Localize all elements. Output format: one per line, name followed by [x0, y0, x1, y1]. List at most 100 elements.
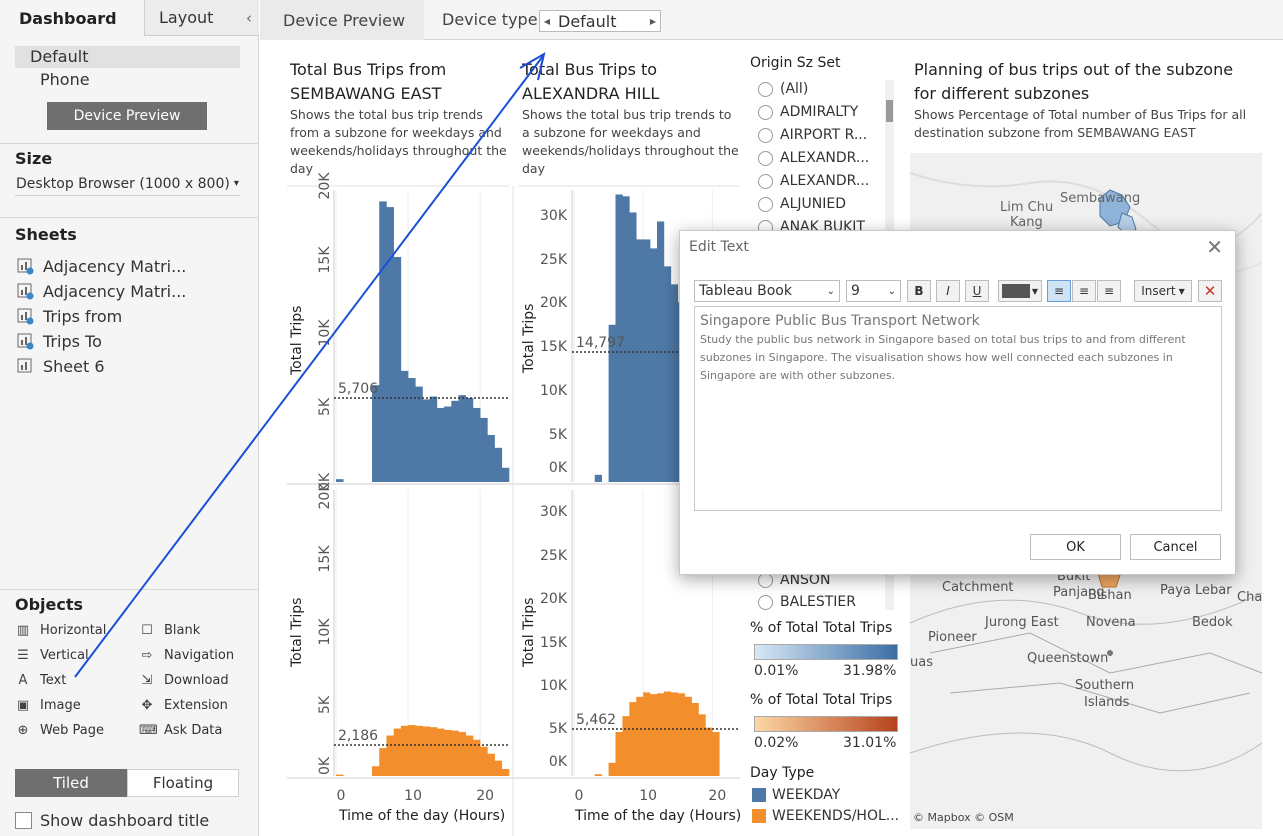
origin-radio-item[interactable]: (All) — [758, 79, 808, 99]
histogram-bar — [422, 726, 431, 776]
align-left-button[interactable]: ≡ — [1047, 280, 1071, 302]
map-attribution[interactable]: © Mapbox © OSM — [913, 811, 1014, 824]
italic-button[interactable]: I — [936, 280, 960, 302]
font-family-select[interactable]: Tableau Book ⌄ — [694, 280, 840, 302]
text-icon: A — [18, 672, 28, 688]
object-label: Extension — [164, 697, 228, 713]
align-center-icon: ≡ — [1078, 284, 1090, 298]
day-type-title: Day Type — [750, 765, 815, 781]
pct-legend-max: 31.98% — [843, 663, 897, 679]
object-extension[interactable]: ✥ Extension — [139, 695, 228, 715]
origin-radio-label: BALESTIER — [780, 594, 856, 610]
worksheet-used-icon — [17, 283, 34, 299]
histogram-bar — [705, 727, 713, 776]
y-tick-label: 5K — [317, 695, 333, 714]
histogram-bar — [712, 732, 720, 776]
map-subtitle-line: Shows Percentage of Total number of Bus … — [914, 107, 1247, 122]
origin-set-title: Origin Sz Set — [750, 55, 841, 71]
object-text[interactable]: A Text — [15, 670, 67, 690]
origin-radio-item[interactable]: BALESTIER — [758, 592, 856, 612]
pct-legend-min: 0.01% — [754, 663, 799, 679]
chevron-right-icon[interactable]: ▶ — [649, 16, 657, 26]
close-icon[interactable]: ✕ — [1206, 235, 1223, 259]
object-web-page[interactable]: ⊕ Web Page — [15, 720, 104, 740]
objects-section-title: Objects — [15, 595, 84, 614]
origin-radio-item[interactable]: AIRPORT R... — [758, 125, 867, 145]
histogram-bar — [494, 447, 503, 482]
origin-radio-item[interactable]: ALJUNIED — [758, 194, 846, 214]
worksheet-icon — [17, 358, 32, 372]
y-tick-label: 20K — [540, 591, 568, 607]
object-image[interactable]: ▣ Image — [15, 695, 81, 715]
font-color-picker[interactable]: ▼ — [998, 280, 1042, 302]
image-icon: ▣ — [16, 697, 30, 713]
y-tick-label: 15K — [317, 545, 333, 573]
day-type-weekend[interactable]: WEEKENDS/HOL... — [752, 808, 899, 824]
y-tick-label: 30K — [540, 208, 568, 224]
origin-radio-item[interactable]: ADMIRALTY — [758, 102, 858, 122]
histogram-bar — [657, 693, 665, 776]
histogram-bar — [663, 266, 672, 482]
histogram-bar — [465, 735, 474, 776]
histogram-bar — [458, 732, 467, 776]
map-place-label: Novena — [1086, 615, 1136, 630]
origin-radio-item[interactable]: ANSON — [758, 570, 830, 590]
histogram-bar — [379, 748, 387, 776]
origin-radio-item[interactable]: ALEXANDR... — [758, 148, 869, 168]
histogram-bar — [444, 406, 452, 482]
map-place-label: Islands — [1084, 695, 1130, 710]
y-tick-label: 15K — [317, 246, 333, 274]
origin-radio-label: ANSON — [780, 572, 831, 588]
object-label: Text — [40, 672, 67, 688]
x-tick-label: 20 — [476, 788, 494, 804]
map-title-line2: for different subzones — [914, 84, 1090, 103]
cancel-button[interactable]: Cancel — [1130, 534, 1221, 560]
dropdown-arrow-icon: ▼ — [1178, 286, 1185, 296]
scrollbar-thumb[interactable] — [886, 100, 893, 122]
histogram-bar — [698, 714, 706, 776]
device-preview-tab[interactable]: Device Preview — [260, 0, 424, 40]
day-type-weekday[interactable]: WEEKDAY — [752, 787, 840, 803]
y-tick-label: 0K — [549, 754, 568, 770]
align-right-button[interactable]: ≡ — [1097, 280, 1121, 302]
y-tick-label: 30K — [540, 504, 568, 520]
histogram-bar — [636, 239, 644, 482]
tab-layout[interactable]: Layout — [144, 0, 259, 36]
histogram-bar — [629, 212, 637, 482]
histogram-bar — [636, 696, 644, 776]
reference-line-label: 2,186 — [338, 728, 378, 744]
chevron-down-icon: ⌄ — [826, 285, 835, 297]
histogram-bar — [393, 728, 402, 776]
chevron-left-icon[interactable]: ◀ — [543, 16, 551, 26]
y-tick-label: 15K — [540, 339, 568, 355]
histogram-bar — [451, 400, 459, 482]
floating-button[interactable]: Floating — [127, 769, 239, 797]
align-center-button[interactable]: ≡ — [1072, 280, 1096, 302]
tab-dashboard[interactable]: Dashboard — [0, 0, 144, 36]
bold-button[interactable]: B — [907, 280, 931, 302]
underline-button[interactable]: U — [965, 280, 989, 302]
font-size-select[interactable]: 9 ⌄ — [846, 280, 901, 302]
clear-icon: ✕ — [1203, 282, 1217, 300]
clear-formatting-button[interactable]: ✕ — [1198, 280, 1222, 302]
right-chart-title-line2: ALEXANDRA HILL — [522, 84, 660, 103]
show-dashboard-title-checkbox[interactable]: Show dashboard title — [15, 811, 209, 830]
map-title-line1: Planning of bus trips out of the subzone — [914, 60, 1234, 79]
map-place-label: Jurong East — [985, 615, 1059, 630]
y-tick-label: 0K — [317, 756, 333, 775]
collapse-pane-icon[interactable]: ‹ — [246, 9, 252, 27]
object-ask-data[interactable]: ⌨ Ask Data — [139, 720, 222, 740]
chevron-down-icon: ⌄ — [887, 285, 896, 297]
histogram-bar — [336, 774, 344, 776]
origin-radio-item[interactable]: ALEXANDR... — [758, 171, 869, 191]
text-editor[interactable]: Singapore Public Bus Transport Network S… — [694, 306, 1222, 511]
device-type-select[interactable]: ◀ Default ▶ — [539, 10, 661, 32]
tiled-button[interactable]: Tiled — [15, 769, 127, 797]
histogram-bar — [386, 735, 394, 776]
map-place-label: Panjang — [1053, 585, 1105, 600]
histogram-bar — [608, 324, 616, 482]
insert-menu-button[interactable]: Insert ▼ — [1134, 280, 1192, 302]
right-chart-subtitle-line: a subzone for weekdays and — [522, 125, 701, 140]
worksheet-used-icon — [17, 308, 34, 324]
ok-button[interactable]: OK — [1030, 534, 1121, 560]
